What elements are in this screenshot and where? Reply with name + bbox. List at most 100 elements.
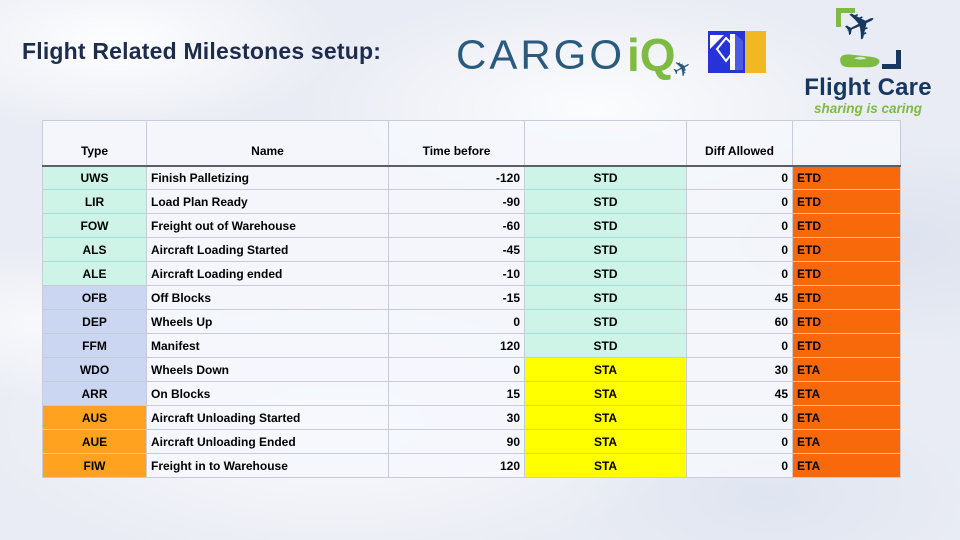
time-before-cell: 120	[388, 333, 525, 358]
time-before-cell: 15	[388, 381, 525, 406]
diff-allowed-cell: 0	[686, 453, 793, 478]
flightcare-name: Flight Care	[804, 74, 932, 101]
diff-allowed-cell: 60	[686, 309, 793, 334]
time-before-cell: 0	[388, 309, 525, 334]
time-before-cell: 30	[388, 405, 525, 430]
type-cell: UWS	[42, 165, 147, 190]
cargoiq-logo: CARGO iQ ✈	[456, 26, 697, 84]
time-before-cell: -90	[388, 189, 525, 214]
table-row: FIW Freight in to Warehouse 120 STA 0 ETA	[42, 453, 901, 478]
table-row: AUE Aircraft Unloading Ended 90 STA 0 ETA	[42, 429, 901, 454]
est-time-cell: ETA	[792, 453, 901, 478]
ref-time-cell: STA	[524, 381, 687, 406]
type-cell: LIR	[42, 189, 147, 214]
bracket-bottom-right-icon	[882, 50, 901, 69]
flightcare-icon: ✈	[788, 0, 948, 74]
name-cell: Wheels Down	[146, 357, 389, 382]
column-header-est	[792, 120, 901, 167]
table-row: ALS Aircraft Loading Started -45 STD 0 ETD	[42, 237, 901, 262]
diff-allowed-cell: 30	[686, 357, 793, 382]
table-row: AUS Aircraft Unloading Started 30 STA 0 ETA	[42, 405, 901, 430]
est-time-cell: ETA	[792, 405, 901, 430]
ref-time-cell: STD	[524, 261, 687, 286]
est-time-cell: ETD	[792, 165, 901, 190]
ref-time-cell: STD	[524, 189, 687, 214]
table-row: UWS Finish Palletizing -120 STD 0 ETD	[42, 165, 901, 190]
table-row: FFM Manifest 120 STD 0 ETD	[42, 333, 901, 358]
type-cell: ALE	[42, 261, 147, 286]
type-cell: AUS	[42, 405, 147, 430]
table-row: DEP Wheels Up 0 STD 60 ETD	[42, 309, 901, 334]
column-header-type: Type	[42, 120, 147, 167]
time-before-cell: -60	[388, 213, 525, 238]
time-before-cell: -120	[388, 165, 525, 190]
ref-time-cell: STA	[524, 429, 687, 454]
diff-allowed-cell: 45	[686, 285, 793, 310]
type-cell: AUE	[42, 429, 147, 454]
airplane-icon: ✈	[836, 0, 886, 54]
hand-icon	[840, 54, 880, 68]
column-header-diff-allowed: Diff Allowed	[686, 120, 793, 167]
type-cell: OFB	[42, 285, 147, 310]
time-before-cell: 0	[388, 357, 525, 382]
est-time-cell: ETD	[792, 285, 901, 310]
name-cell: Freight out of Warehouse	[146, 213, 389, 238]
name-cell: Manifest	[146, 333, 389, 358]
est-time-cell: ETD	[792, 213, 901, 238]
table-row: WDO Wheels Down 0 STA 30 ETA	[42, 357, 901, 382]
milestones-table: Type Name Time before Diff Allowed UWS Fi…	[42, 120, 901, 478]
ref-time-cell: STD	[524, 285, 687, 310]
table-row: ARR On Blocks 15 STA 45 ETA	[42, 381, 901, 406]
table-row: FOW Freight out of Warehouse -60 STD 0 ETD	[42, 213, 901, 238]
ref-time-cell: STD	[524, 237, 687, 262]
ref-time-cell: STA	[524, 405, 687, 430]
name-cell: Load Plan Ready	[146, 189, 389, 214]
est-time-cell: ETA	[792, 381, 901, 406]
table-row: LIR Load Plan Ready -90 STD 0 ETD	[42, 189, 901, 214]
diff-allowed-cell: 45	[686, 381, 793, 406]
ref-time-cell: STD	[524, 309, 687, 334]
type-cell: ALS	[42, 237, 147, 262]
name-cell: Aircraft Unloading Ended	[146, 429, 389, 454]
diff-allowed-cell: 0	[686, 405, 793, 430]
ref-time-cell: STD	[524, 165, 687, 190]
name-cell: Aircraft Loading ended	[146, 261, 389, 286]
est-time-cell: ETD	[792, 309, 901, 334]
time-before-cell: -45	[388, 237, 525, 262]
name-cell: Wheels Up	[146, 309, 389, 334]
est-time-cell: ETD	[792, 333, 901, 358]
est-time-cell: ETD	[792, 189, 901, 214]
diff-allowed-cell: 0	[686, 213, 793, 238]
diff-allowed-cell: 0	[686, 429, 793, 454]
name-cell: Finish Palletizing	[146, 165, 389, 190]
est-time-cell: ETA	[792, 357, 901, 382]
ref-time-cell: STA	[524, 453, 687, 478]
type-cell: FIW	[42, 453, 147, 478]
name-cell: Aircraft Unloading Started	[146, 405, 389, 430]
diff-allowed-cell: 0	[686, 189, 793, 214]
ref-time-cell: STD	[524, 333, 687, 358]
cargoiq-wordmark: CARGO	[456, 31, 626, 78]
bracket-top-left-icon	[836, 8, 855, 27]
column-header-time-before: Time before	[388, 120, 525, 167]
origami-one-logo	[708, 31, 766, 78]
cargoiq-iq-mark: iQ ✈	[627, 29, 697, 84]
est-time-cell: ETD	[792, 261, 901, 286]
flightcare-logo: ✈ Flight Care sharing is caring	[788, 0, 948, 116]
est-time-cell: ETD	[792, 237, 901, 262]
flightcare-tagline: sharing is caring	[813, 101, 923, 116]
type-cell: DEP	[42, 309, 147, 334]
ref-time-cell: STA	[524, 357, 687, 382]
time-before-cell: 90	[388, 429, 525, 454]
header-row: Type Name Time before Diff Allowed	[42, 120, 901, 167]
type-cell: ARR	[42, 381, 147, 406]
page-title: Flight Related Milestones setup:	[22, 38, 382, 64]
name-cell: Freight in to Warehouse	[146, 453, 389, 478]
table-row: ALE Aircraft Loading ended -10 STD 0 ETD	[42, 261, 901, 286]
origami-one-icon	[708, 31, 766, 73]
name-cell: Aircraft Loading Started	[146, 237, 389, 262]
milestones-table-body: UWS Finish Palletizing -120 STD 0 ETD LIR Load …	[42, 165, 901, 478]
diff-allowed-cell: 0	[686, 261, 793, 286]
column-header-name: Name	[146, 120, 389, 167]
time-before-cell: -15	[388, 285, 525, 310]
